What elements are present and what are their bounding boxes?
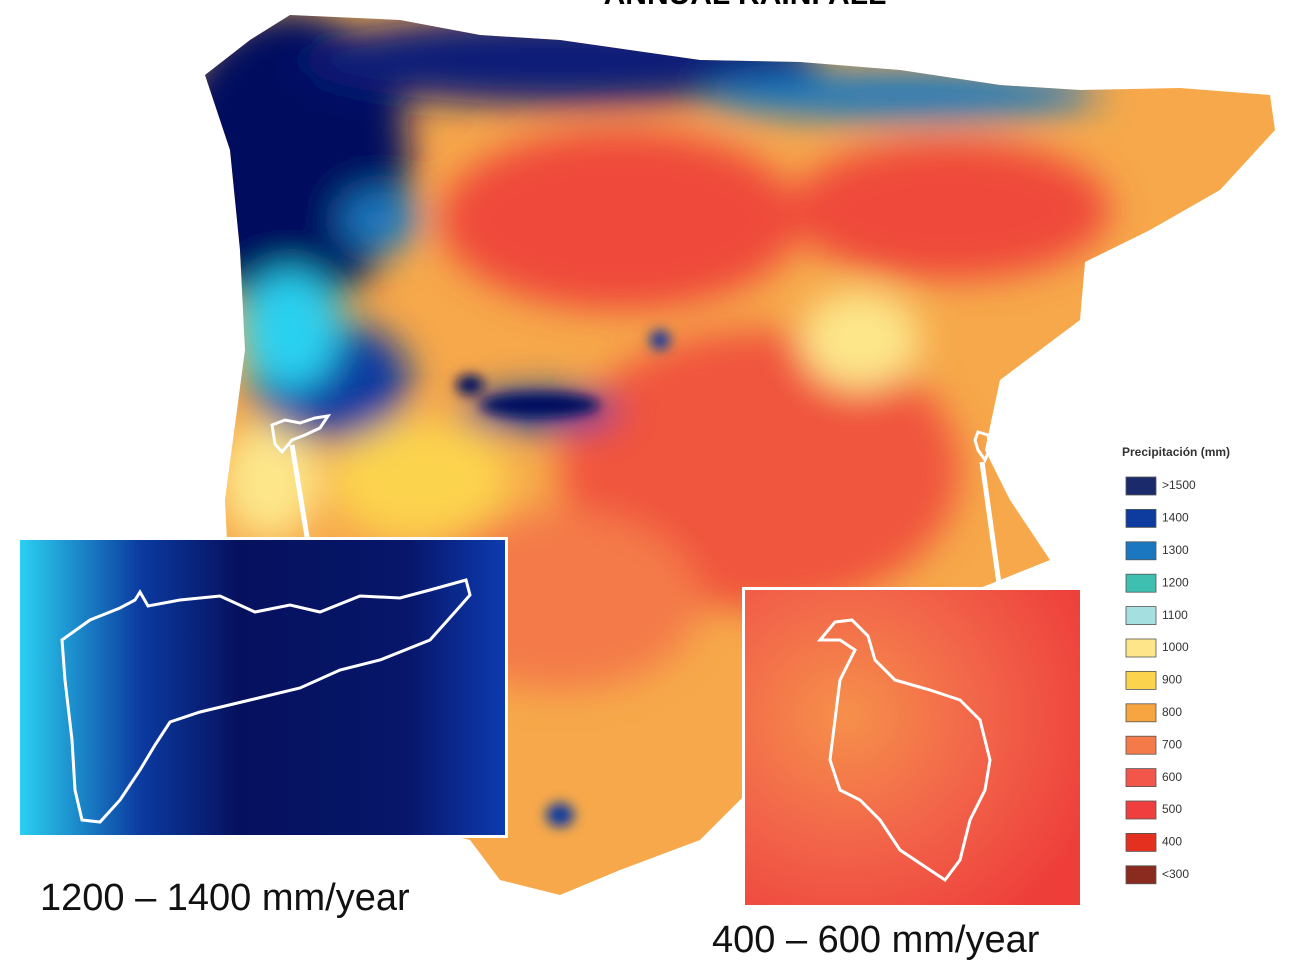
- legend-label: 1000: [1162, 640, 1189, 654]
- legend-swatch: [1126, 866, 1156, 884]
- legend-swatch: [1126, 769, 1156, 787]
- inset-dry: [742, 587, 1083, 908]
- legend-swatch: [1126, 574, 1156, 592]
- legend-label: 1300: [1162, 543, 1189, 557]
- legend-label: 1400: [1162, 511, 1189, 525]
- legend-label: <300: [1162, 867, 1189, 881]
- rainfall-map: ANNUAL RAINFALL 1200 – 1400 mm/year 400 …: [0, 0, 1289, 970]
- legend-swatch: [1126, 509, 1156, 527]
- inset-label: 400 – 600 mm/year: [712, 919, 1040, 961]
- legend-swatch: [1126, 607, 1156, 625]
- legend-swatch: [1126, 542, 1156, 560]
- legend-label: 400: [1162, 835, 1182, 849]
- legend-swatch: [1126, 736, 1156, 754]
- legend-title: Precipitación (mm): [1122, 445, 1230, 459]
- legend-swatch: [1126, 801, 1156, 819]
- legend-label: 900: [1162, 673, 1182, 687]
- title: ANNUAL RAINFALL: [604, 0, 887, 11]
- legend-label: 500: [1162, 802, 1182, 816]
- legend-label: 700: [1162, 737, 1182, 751]
- legend-swatch: [1126, 833, 1156, 851]
- legend: Precipitación (mm) >1500 1400 1300 1200 1100…: [1122, 445, 1230, 884]
- legend-swatch: [1126, 639, 1156, 657]
- legend-label: 600: [1162, 770, 1182, 784]
- legend-label: 800: [1162, 705, 1182, 719]
- inset-label: 1200 – 1400 mm/year: [40, 877, 410, 919]
- legend-label: 1100: [1162, 608, 1188, 622]
- legend-swatch: [1126, 477, 1156, 495]
- inset-wet: [17, 537, 508, 838]
- legend-label: >1500: [1162, 478, 1196, 492]
- legend-label: 1200: [1162, 575, 1189, 589]
- legend-swatch: [1126, 671, 1156, 689]
- legend-swatch: [1126, 704, 1156, 722]
